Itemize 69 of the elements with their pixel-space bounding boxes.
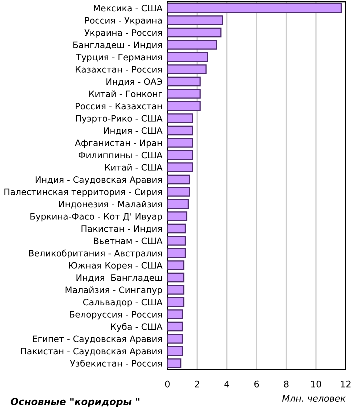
y-tick-label: Индия - США <box>104 128 163 136</box>
x-tick-label: 8 <box>284 380 289 388</box>
x-tick-label: 10 <box>311 380 322 388</box>
y-tick-label: Индия - Саудовская Аравия <box>36 176 162 185</box>
bar <box>168 114 194 124</box>
y-tick-label: Индия - ОАЭ <box>106 78 162 86</box>
x-tick-label: 6 <box>254 380 260 388</box>
y-tick-label: Буркина-Фасо - Кот Д' Ивуар <box>30 213 162 222</box>
y-tick-label: Украина - Россия <box>84 30 162 38</box>
y-tick-label: Сальвадор - США <box>83 299 163 308</box>
text: Основные "коридоры " <box>10 398 140 408</box>
bar <box>168 260 185 270</box>
y-tick-label: Турция - Германия <box>76 54 162 62</box>
y-tick-label: Пакистан - Саудовская Аравия <box>21 348 162 356</box>
y-tick-label: Палестинская территория - Сирия <box>4 188 162 198</box>
bar <box>168 101 201 112</box>
y-tick-label: Казахстан - Россия <box>76 66 162 73</box>
y-tick-label: Белоруссия - Россия <box>70 311 162 320</box>
y-tick-label: Узбекистан - Россия <box>70 360 162 367</box>
y-tick-label: Вьетнам - США <box>94 238 163 244</box>
bar <box>168 248 186 258</box>
bar <box>168 16 224 26</box>
bar <box>168 28 222 38</box>
bar <box>168 212 188 222</box>
bar <box>168 40 218 50</box>
bar <box>168 187 191 197</box>
y-tick-label: Россия - Казахстан <box>76 103 162 110</box>
bar <box>168 138 194 148</box>
y-tick-label: Россия - Украина <box>85 17 162 26</box>
bar <box>168 89 201 99</box>
bar <box>168 76 201 87</box>
bar <box>168 3 342 14</box>
y-tick-label: Индия Бангладеш <box>76 274 162 282</box>
bar <box>168 126 194 136</box>
x-tick-label: 12 <box>341 380 351 388</box>
bar <box>168 297 185 308</box>
bar <box>168 64 207 74</box>
bar <box>168 285 185 295</box>
x-tick-label: 4 <box>224 380 230 388</box>
bar <box>168 310 184 320</box>
y-tick-label: Афганистан - Иран <box>75 140 162 148</box>
bar <box>168 272 185 283</box>
bar <box>168 346 184 356</box>
y-tick-label: Бангладеш - Индия <box>74 42 162 50</box>
bar <box>168 358 182 368</box>
y-tick-label: Китай - Гонконг <box>90 90 162 98</box>
bar <box>168 334 184 344</box>
bar <box>168 150 194 160</box>
x-tick-label: 0 <box>165 380 170 388</box>
y-tick-label: Пакистан - Индия <box>82 226 162 234</box>
y-tick-label: Южная Корея - США <box>69 262 163 271</box>
x-tick-label: 2 <box>195 380 200 388</box>
bar <box>168 322 184 332</box>
y-tick-label: Пуэрто-Рико - США <box>76 115 163 124</box>
bar <box>168 236 186 246</box>
y-tick-label: Мексика - США <box>94 5 163 12</box>
y-tick-label: Куба - США <box>111 323 163 332</box>
bar <box>168 162 194 172</box>
bar <box>168 224 186 234</box>
y-tick-label: Малайзия - Сингапур <box>66 286 162 296</box>
y-tick-label: Египет - Саудовская Аравия <box>33 336 162 344</box>
y-tick-label: Индонезия - Малайзия <box>59 200 162 209</box>
bar <box>168 174 191 185</box>
y-tick-label: Китай - США <box>105 164 163 171</box>
bar <box>168 52 208 62</box>
y-tick-label: Филиппины - США <box>78 152 163 159</box>
x-axis-title: Млн. человек <box>282 395 346 402</box>
y-tick-label: Великобритания - Австралия <box>29 250 162 258</box>
bar <box>168 199 190 210</box>
